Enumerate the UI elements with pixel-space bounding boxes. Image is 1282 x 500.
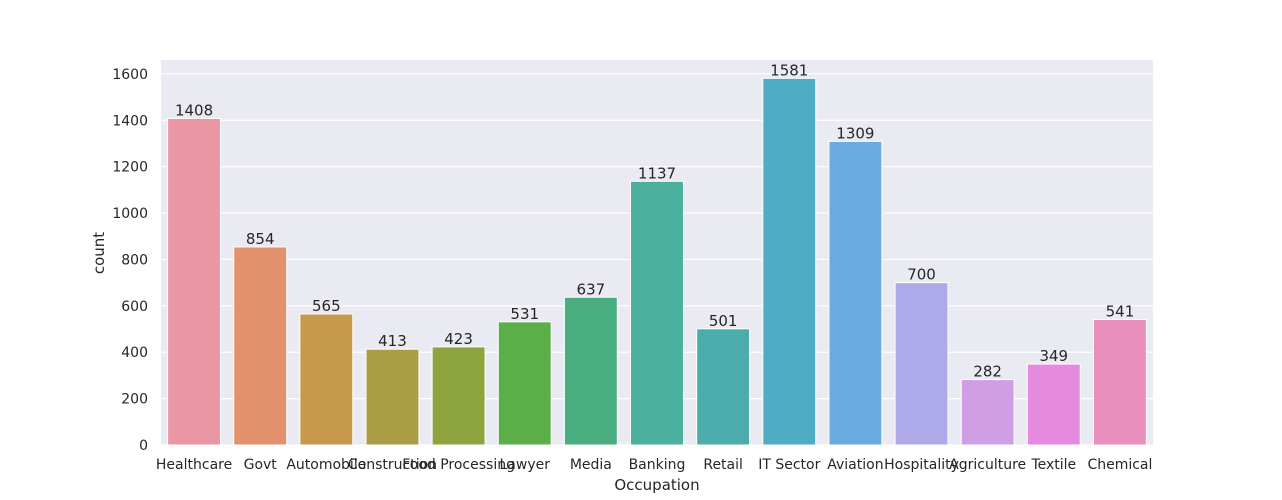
bar [1026,363,1081,446]
bar-value-label: 700 [907,266,936,284]
bar [233,246,288,446]
bar-value-label: 854 [246,230,275,248]
y-tick-label: 200 [121,392,148,408]
x-tick-label: Automobile [286,457,366,473]
y-axis-ticks: 0 200 400 600 800 1000 1200 1400 1600 [112,67,148,454]
bar-value-label: 423 [444,330,473,348]
x-tick-label: Agriculture [949,457,1026,473]
y-tick-label: 800 [121,252,148,268]
bar-value-label: 531 [510,305,539,323]
bar [828,140,883,446]
data-labels: 1408 854 565 413 423 531 637 1137 501 1581 1309 700… [175,61,1134,380]
bar-value-label: 565 [312,297,341,315]
bar [299,313,354,446]
y-tick-label: 0 [139,438,148,454]
bar [167,117,222,446]
x-tick-label: Lawyer [499,457,550,473]
bars [167,77,1147,446]
x-tick-label: Healthcare [156,457,232,473]
bar [696,328,751,446]
x-tick-label: Retail [703,457,743,473]
bar [365,348,420,446]
y-tick-label: 1000 [112,206,148,222]
y-tick-label: 1200 [112,160,148,176]
bar-value-label: 413 [378,332,407,350]
bar [762,77,817,446]
bar [960,379,1015,446]
bar [894,282,949,446]
x-tick-label: IT Sector [758,457,820,473]
x-tick-label: Hospitality [884,457,959,473]
bar-value-label: 501 [709,312,738,330]
x-tick-label: Construction [348,457,437,473]
x-tick-label: Chemical [1087,457,1152,473]
y-tick-label: 400 [121,345,148,361]
bar-value-label: 637 [577,280,606,298]
bar [431,346,486,446]
x-tick-label: Govt [244,457,278,473]
x-axis-title: Occupation [614,476,699,494]
bar-value-label: 1137 [638,164,676,182]
x-tick-label: Textile [1030,457,1076,473]
bar [630,180,684,446]
bar-value-label: 1309 [836,124,874,142]
y-axis-title: count [90,232,108,274]
bar-value-label: 282 [973,363,1002,381]
bar [1092,319,1147,446]
bar-value-label: 1581 [770,61,808,79]
x-tick-label: Aviation [827,457,883,473]
y-tick-label: 1400 [112,113,148,129]
x-tick-label: Media [570,457,612,473]
x-axis-ticks: Healthcare Govt AutomobileConstructionFood… [156,457,1153,473]
y-tick-label: 600 [121,299,148,315]
bar [497,321,552,446]
bar [563,296,618,446]
bar-value-label: 541 [1106,303,1135,321]
bar-value-label: 349 [1039,347,1068,365]
x-tick-label: Banking [629,457,686,473]
x-tick-label: Food Processing [402,457,515,473]
bar-value-label: 1408 [175,101,213,119]
y-tick-label: 1600 [112,67,148,83]
